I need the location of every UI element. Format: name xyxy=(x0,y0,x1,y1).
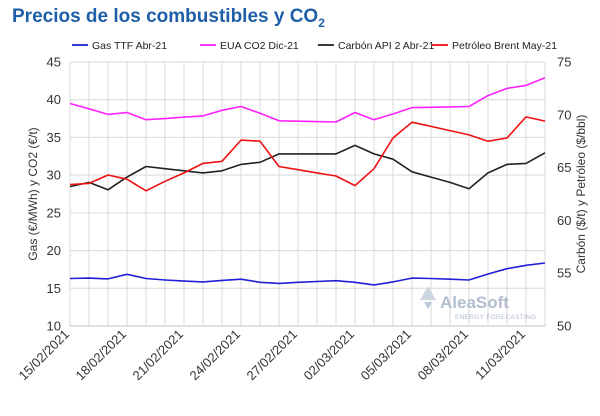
chart-title-subscript: 2 xyxy=(318,15,325,30)
x-tick-label: 21/02/2021 xyxy=(129,327,186,384)
watermark: AleaSoft ENERGY FORECASTING xyxy=(420,286,537,321)
legend: Gas TTF Abr-21 EUA CO2 Dic-21 Carbón API 2… xyxy=(72,40,557,52)
watermark-subtitle: ENERGY FORECASTING xyxy=(455,314,537,321)
y-right-tick-label: 70 xyxy=(557,107,571,122)
series-line-carb-n-api-2-abr-21 xyxy=(69,144,546,191)
y-left-tick-label: 25 xyxy=(47,205,61,220)
y-right-tick-label: 50 xyxy=(557,319,571,334)
y-left-tick-label: 20 xyxy=(47,243,61,258)
y-right-tick-label: 65 xyxy=(557,160,571,175)
legend-label: Carbón API 2 Abr-21 xyxy=(338,40,434,52)
y-axis-right-title: Carbón ($/t) y Petróleo ($/bbl) xyxy=(574,115,588,274)
series-layer xyxy=(69,77,546,286)
x-tick-label: 15/02/2021 xyxy=(15,327,72,384)
y-right-tick-label: 75 xyxy=(557,55,571,70)
legend-label: Petróleo Brent May-21 xyxy=(452,40,557,52)
y-left-tick-label: 30 xyxy=(47,168,61,183)
x-tick-label: 11/03/2021 xyxy=(472,327,528,383)
y-left-tick-label: 40 xyxy=(47,92,61,107)
x-tick-label: 02/03/2021 xyxy=(300,327,357,384)
x-tick-label: 05/03/2021 xyxy=(357,327,414,384)
x-tick-label: 24/02/2021 xyxy=(186,327,243,384)
chart-title-text: Precios de los combustibles y CO xyxy=(12,6,319,27)
y-left-tick-label: 45 xyxy=(47,55,61,70)
y-left-tick-label: 10 xyxy=(47,319,61,334)
series-line-petr-leo-brent-may-21 xyxy=(69,116,546,192)
legend-label: Gas TTF Abr-21 xyxy=(92,40,167,52)
series-line-eua-co2-dic-21 xyxy=(69,77,546,123)
x-tick-label: 18/02/2021 xyxy=(72,327,129,384)
y-left-tick-label: 15 xyxy=(47,281,61,296)
y-left-tick-label: 35 xyxy=(47,130,61,145)
grid xyxy=(69,61,546,327)
y-right-tick-label: 55 xyxy=(557,266,571,281)
chart-title: Precios de los combustibles y CO2 xyxy=(12,6,325,30)
x-tick-label: 08/03/2021 xyxy=(414,327,471,384)
x-tick-label: 27/02/2021 xyxy=(243,327,300,384)
series-line-gas-ttf-abr-21 xyxy=(69,262,546,286)
legend-label: EUA CO2 Dic-21 xyxy=(220,40,299,52)
y-right-tick-label: 60 xyxy=(557,213,571,228)
aleasoft-logo-icon xyxy=(420,286,436,309)
y-axis-left-title: Gas (€/MWh) y CO2 (€/t) xyxy=(26,127,40,260)
watermark-name: AleaSoft xyxy=(440,293,509,312)
